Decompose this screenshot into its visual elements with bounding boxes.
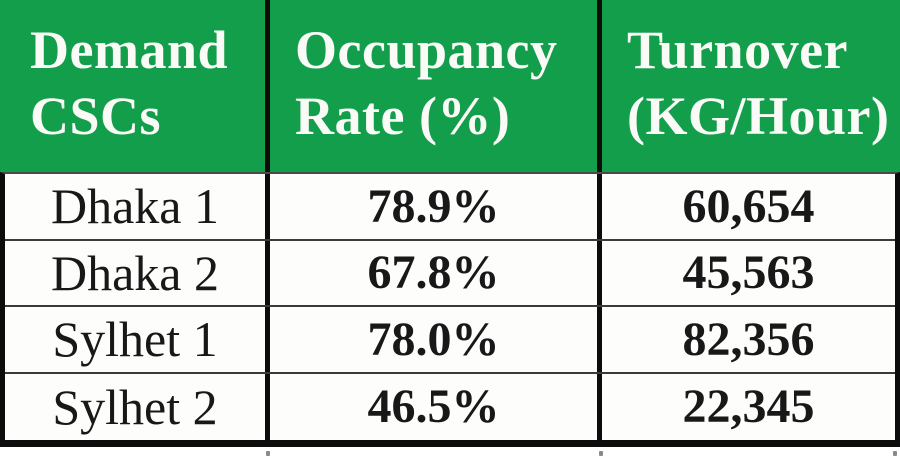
cell-csc-name: Dhaka 2 [51,244,219,301]
header-cell-demand-cscs: Demand CSCs [0,0,265,172]
cell-turnover: 82,356 [597,307,895,372]
table-body: Dhaka 1 78.9% 60,654 Dhaka 2 67.8% 45,56… [0,172,900,447]
bottom-crop-strip [0,447,900,460]
table-row: Sylhet 2 46.5% 22,345 [5,373,895,440]
header-cell-turnover: Turnover (KG/Hour) [597,0,900,172]
header-cell-occupancy-rate: Occupancy Rate (%) [265,0,597,172]
header-label-line: Rate (%) [295,85,511,146]
table-header-row: Demand CSCs Occupancy Rate (%) Turnover … [0,0,900,172]
header-label-line: (KG/Hour) [627,85,890,146]
crop-artifact-tick [599,451,603,456]
header-label-line: Turnover [627,20,849,80]
cell-occupancy-rate: 67.8% [265,240,597,305]
cell-csc-name: Dhaka 1 [51,178,219,235]
table-row: Dhaka 2 67.8% 45,563 [5,240,895,307]
header-label-line: Occupancy [295,20,558,80]
crop-artifact-tick [266,451,270,456]
cell-occupancy-rate: 46.5% [265,373,597,440]
crop-artifact-tick [893,451,897,456]
cell-csc-name: Sylhet 2 [52,378,218,435]
header-label-line: CSCs [30,85,162,146]
table-row: Sylhet 1 78.0% 82,356 [5,307,895,374]
cell-occupancy-rate: 78.0% [265,307,597,372]
cell-turnover: 45,563 [597,240,895,305]
cell-turnover: 22,345 [597,373,895,440]
cell-occupancy-rate: 78.9% [265,174,597,239]
cell-csc-name: Sylhet 1 [52,311,218,368]
cell-turnover: 60,654 [597,174,895,239]
table-row: Dhaka 1 78.9% 60,654 [5,174,895,241]
header-label-line: Demand [30,20,229,80]
